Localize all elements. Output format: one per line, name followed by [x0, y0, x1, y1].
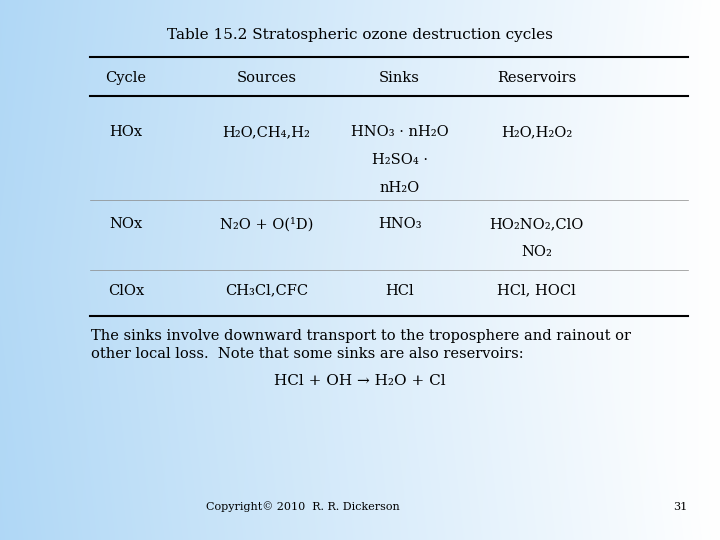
Text: ClOx: ClOx	[108, 284, 144, 298]
Text: Sinks: Sinks	[379, 71, 420, 85]
Text: HCl: HCl	[385, 284, 414, 298]
Text: Table 15.2 Stratospheric ozone destruction cycles: Table 15.2 Stratospheric ozone destructi…	[167, 28, 553, 42]
Text: HCl, HOCl: HCl, HOCl	[497, 284, 576, 298]
Text: The sinks involve downward transport to the troposphere and rainout or: The sinks involve downward transport to …	[91, 329, 631, 343]
Text: 31: 31	[673, 502, 688, 511]
Text: HO₂NO₂,ClO: HO₂NO₂,ClO	[489, 217, 584, 231]
Text: Copyright© 2010  R. R. Dickerson: Copyright© 2010 R. R. Dickerson	[205, 501, 400, 512]
Text: N₂O + O(¹D): N₂O + O(¹D)	[220, 217, 313, 231]
Text: NO₂: NO₂	[521, 245, 552, 259]
Text: Reservoirs: Reservoirs	[497, 71, 576, 85]
Text: other local loss.  Note that some sinks are also reservoirs:: other local loss. Note that some sinks a…	[91, 347, 524, 361]
Text: H₂O,CH₄,H₂: H₂O,CH₄,H₂	[222, 125, 310, 139]
Text: H₂SO₄ ·: H₂SO₄ ·	[372, 153, 428, 167]
Text: HNO₃: HNO₃	[378, 217, 421, 231]
Text: HCl + OH → H₂O + Cl: HCl + OH → H₂O + Cl	[274, 374, 446, 388]
Text: Sources: Sources	[236, 71, 297, 85]
Text: Cycle: Cycle	[106, 71, 146, 85]
Text: nH₂O: nH₂O	[379, 181, 420, 195]
Text: HNO₃ · nH₂O: HNO₃ · nH₂O	[351, 125, 449, 139]
Text: CH₃Cl,CFC: CH₃Cl,CFC	[225, 284, 308, 298]
Text: H₂O,H₂O₂: H₂O,H₂O₂	[501, 125, 572, 139]
Text: NOx: NOx	[109, 217, 143, 231]
Text: HOx: HOx	[109, 125, 143, 139]
